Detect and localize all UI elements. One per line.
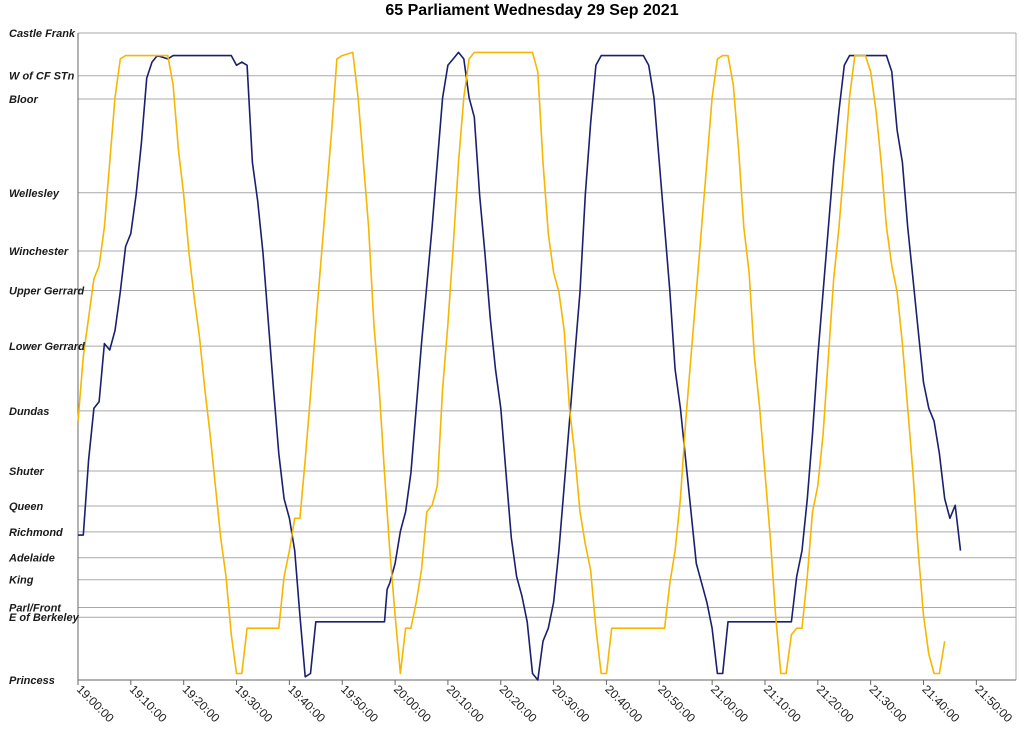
stop-label: Princess	[9, 675, 55, 687]
time-label: 19:00:00	[74, 682, 117, 725]
time-label: 19:20:00	[180, 682, 223, 725]
stop-label: Winchester	[9, 246, 69, 258]
time-labels: 19:00:00 19:10:00 19:20:00 19:30:00 19:40:00…	[74, 682, 1016, 725]
time-label: 19:40:00	[285, 682, 328, 725]
stop-labels: Castle Frank W of CF STn Bloor Wellesley Win…	[8, 28, 85, 687]
stop-label: Queen	[9, 501, 44, 513]
time-label: 20:00:00	[391, 682, 434, 725]
time-label: 20:10:00	[444, 682, 487, 725]
time-label: 20:50:00	[655, 682, 698, 725]
stop-label: Parl/Front	[9, 603, 62, 615]
time-label: 20:30:00	[549, 682, 592, 725]
chart-title: 65 Parliament Wednesday 29 Sep 2021	[385, 2, 679, 19]
time-label: 21:50:00	[972, 682, 1015, 725]
stop-label: Lower Gerrard	[9, 341, 85, 353]
stop-label: Upper Gerrard	[9, 286, 84, 298]
stop-label: Castle Frank	[9, 28, 76, 40]
time-label: 21:20:00	[814, 682, 857, 725]
stop-label: Wellesley	[9, 188, 60, 200]
stop-label: Bloor	[9, 94, 38, 106]
series-line-1	[77, 51, 946, 675]
series-layer	[77, 51, 962, 681]
stop-label: King	[9, 575, 34, 587]
series-line-0	[78, 51, 962, 681]
time-label: 19:30:00	[232, 682, 275, 725]
stop-label: Richmond	[9, 527, 63, 539]
time-label: 21:00:00	[708, 682, 751, 725]
time-label: 19:10:00	[127, 682, 170, 725]
time-label: 19:50:00	[338, 682, 381, 725]
time-label: 21:40:00	[919, 682, 962, 725]
stop-label: W of CF STn	[9, 71, 75, 83]
time-label: 20:40:00	[602, 682, 645, 725]
time-label: 20:20:00	[497, 682, 540, 725]
stop-label: E of Berkeley	[9, 612, 80, 624]
time-label: 21:10:00	[761, 682, 804, 725]
gridlines	[78, 32, 1016, 681]
stop-label: Dundas	[9, 406, 49, 418]
stop-label: Adelaide	[8, 553, 55, 565]
plot-frame	[77, 33, 1017, 685]
stop-label: Shuter	[9, 466, 45, 478]
time-label: 21:30:00	[867, 682, 910, 725]
